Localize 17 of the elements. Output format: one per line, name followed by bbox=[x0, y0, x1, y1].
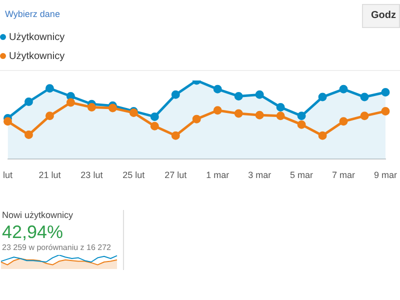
x-tick-label: 21 lut bbox=[38, 170, 62, 180]
x-tick-label: 23 lut bbox=[80, 170, 104, 180]
text: Wybierz dane bbox=[5, 9, 60, 19]
x-tick-label: 27 lut bbox=[164, 170, 188, 180]
x-tick-label: lut bbox=[2, 170, 13, 180]
chart-subtitle: 42,94% bbox=[2, 222, 64, 243]
chart-title: Nowi użytkownicy bbox=[2, 210, 74, 220]
text: 23 259 w porównaniu z 16 272 bbox=[2, 243, 111, 252]
x-tick-label: 5 mar bbox=[290, 170, 314, 180]
x-tick-label: 3 mar bbox=[248, 170, 272, 180]
x-tick-label: 1 mar bbox=[206, 170, 230, 180]
legend-label: Użytkownicy bbox=[8, 50, 65, 64]
text: Godz bbox=[362, 4, 400, 28]
x-tick-label: 25 lut bbox=[122, 170, 146, 180]
x-tick-label: 9 mar bbox=[374, 170, 398, 180]
x-tick-label: 7 mar bbox=[332, 170, 356, 180]
legend-label: Użytkownicy bbox=[8, 31, 65, 45]
